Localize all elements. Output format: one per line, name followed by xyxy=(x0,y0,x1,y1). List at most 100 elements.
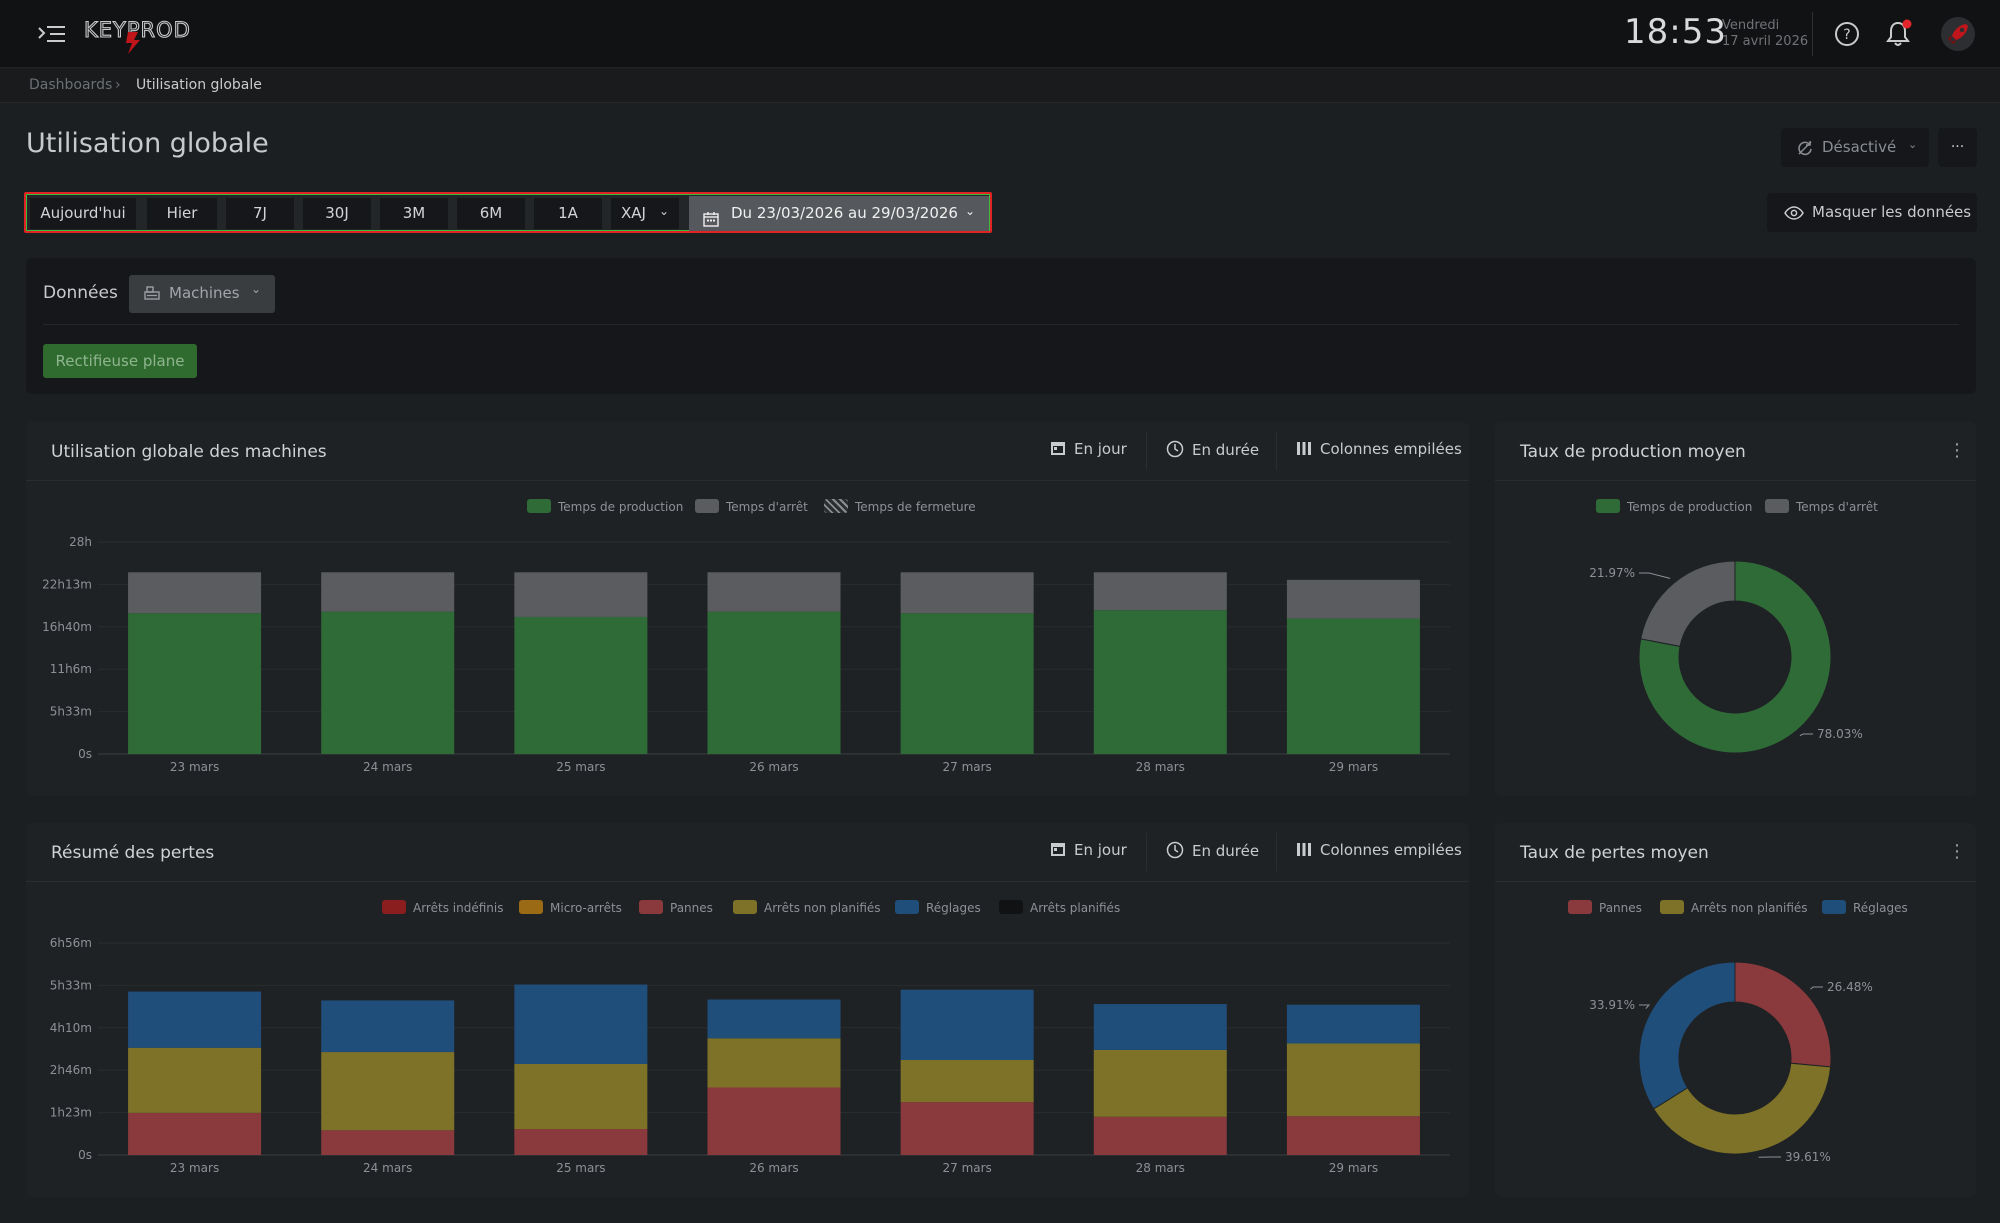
breadcrumb-dashboards[interactable]: Dashboards xyxy=(29,77,113,93)
legend-swatch xyxy=(895,900,919,914)
utilisation-card-title: Utilisation globale des machines xyxy=(51,442,327,462)
chevron-down-icon: ⌄ xyxy=(1908,138,1918,151)
columns-icon xyxy=(1296,841,1320,859)
breadcrumb: Dashboards › Utilisation globale xyxy=(0,69,2000,103)
per-day-button[interactable]: En jour xyxy=(1050,440,1127,458)
legend-fermeture[interactable]: Temps de fermeture xyxy=(824,499,976,514)
legend-swatch-hatched xyxy=(824,499,848,513)
legend-swatch xyxy=(1568,900,1592,914)
legend-arret[interactable]: Temps d'arrêt xyxy=(1765,499,1878,514)
x-tick-label: 27 mars xyxy=(942,760,991,774)
range-7j-button[interactable]: 7J xyxy=(226,198,294,229)
legend-reglages[interactable]: Réglages xyxy=(1822,900,1908,915)
y-tick-label: 1h23m xyxy=(50,1106,92,1120)
y-tick-label: 16h40m xyxy=(42,620,92,634)
stacked-columns-button[interactable]: Colonnes empilées xyxy=(1296,440,1462,458)
legend-arret[interactable]: Temps d'arrêt xyxy=(695,499,808,514)
duration-button[interactable]: En durée xyxy=(1166,841,1259,860)
svg-text:?: ? xyxy=(1843,27,1850,43)
legend-item[interactable]: Arrêts planifiés xyxy=(999,900,1120,915)
range-30j-button[interactable]: 30J xyxy=(303,198,371,229)
bar-segment xyxy=(900,1059,1034,1103)
data-filter-label: Données xyxy=(43,283,118,303)
per-day-label: En jour xyxy=(1074,440,1127,458)
y-tick-label: 5h33m xyxy=(50,978,92,992)
divider xyxy=(1276,432,1277,470)
legend-item[interactable]: Pannes xyxy=(639,900,713,915)
y-tick-label: 2h46m xyxy=(50,1063,92,1077)
breadcrumb-current: Utilisation globale xyxy=(136,77,262,93)
legend-arrets-non-planifies[interactable]: Arrêts non planifiés xyxy=(1660,900,1808,915)
bar-segment xyxy=(321,611,455,754)
legend-label: Temps d'arrêt xyxy=(726,500,808,514)
y-tick-label: 0s xyxy=(78,747,92,761)
bar-segment xyxy=(707,611,841,754)
chevron-down-icon: ⌄ xyxy=(965,204,976,218)
bell-icon[interactable] xyxy=(1882,18,1914,50)
legend-item[interactable]: Réglages xyxy=(895,900,981,915)
bar-segment xyxy=(900,989,1034,1060)
legend-production[interactable]: Temps de production xyxy=(527,499,683,514)
breadcrumb-separator: › xyxy=(115,77,121,93)
legend-swatch xyxy=(527,499,551,513)
chevron-down-icon: ⌄ xyxy=(251,282,262,296)
legend-item[interactable]: Arrêts indéfinis xyxy=(382,900,503,915)
machine-icon xyxy=(143,285,161,305)
clock-icon xyxy=(1166,841,1192,860)
calendar-icon xyxy=(1050,440,1074,458)
eye-icon xyxy=(1784,205,1804,225)
bar-segment xyxy=(1286,579,1420,619)
bar-segment xyxy=(514,984,648,1064)
legend-pannes[interactable]: Pannes xyxy=(1568,900,1642,915)
range-xaj-dropdown[interactable]: XAJ ⌄ xyxy=(611,198,679,229)
x-tick-label: 28 mars xyxy=(1136,1161,1185,1175)
range-3m-button[interactable]: 3M xyxy=(380,198,448,229)
y-tick-label: 0s xyxy=(78,1148,92,1162)
legend-item[interactable]: Micro-arrêts xyxy=(519,900,622,915)
y-tick-label: 22h13m xyxy=(42,577,92,591)
bar-segment xyxy=(1093,610,1227,754)
refresh-icon xyxy=(1796,139,1814,161)
date-range-picker[interactable]: Du 23/03/2026 au 29/03/2026 ⌄ xyxy=(689,196,989,231)
bar-segment xyxy=(514,616,648,754)
duration-label: En durée xyxy=(1192,441,1260,459)
x-tick-label: 27 mars xyxy=(942,1161,991,1175)
x-tick-label: 29 mars xyxy=(1329,1161,1378,1175)
more-options-button[interactable]: ··· xyxy=(1938,128,1977,167)
keyprod-logo[interactable]: KEYPROD xyxy=(83,16,214,54)
hide-data-button[interactable]: Masquer les données xyxy=(1767,193,1977,232)
divider xyxy=(1276,833,1277,871)
per-day-button[interactable]: En jour xyxy=(1050,841,1127,859)
menu-toggle-icon[interactable] xyxy=(36,20,68,48)
bar-segment xyxy=(1093,1004,1227,1050)
label-leader-line xyxy=(1639,1004,1651,1009)
machine-tag-rectifieuse[interactable]: Rectifieuse plane xyxy=(43,344,197,378)
range-today-button[interactable]: Aujourd'hui xyxy=(30,198,136,229)
refresh-label: Désactivé xyxy=(1822,138,1897,156)
duration-button[interactable]: En durée xyxy=(1166,440,1259,459)
kebab-menu-icon[interactable]: ⋮ xyxy=(1948,440,1966,461)
legend-label: Temps de production xyxy=(1627,500,1753,514)
bar-segment xyxy=(1286,1043,1420,1117)
range-yesterday-button[interactable]: Hier xyxy=(147,198,217,229)
x-tick-label: 28 mars xyxy=(1136,760,1185,774)
rocket-icon[interactable] xyxy=(1940,16,1976,52)
legend-production[interactable]: Temps de production xyxy=(1596,499,1752,514)
x-tick-label: 23 mars xyxy=(170,760,219,774)
legend-label: Arrêts non planifiés xyxy=(764,901,881,915)
legend-label: Pannes xyxy=(1599,901,1642,915)
refresh-dropdown[interactable]: Désactivé ⌄ xyxy=(1781,128,1929,167)
bar-segment xyxy=(707,1087,841,1155)
chevron-down-icon: ⌄ xyxy=(659,204,670,218)
range-6m-button[interactable]: 6M xyxy=(457,198,525,229)
pertes-bar-chart: 0s 1h23m 2h46m 4h10m 5h33m 6h56m 23 mars 24 mar… xyxy=(50,936,1450,1175)
calendar-icon xyxy=(1050,841,1074,859)
donut-label: 39.61% xyxy=(1785,1150,1831,1164)
range-1a-button[interactable]: 1A xyxy=(534,198,602,229)
stacked-columns-button[interactable]: Colonnes empilées xyxy=(1296,841,1462,859)
machines-dropdown[interactable]: Machines ⌄ xyxy=(129,275,275,313)
legend-item[interactable]: Arrêts non planifiés xyxy=(733,900,881,915)
kebab-menu-icon[interactable]: ⋮ xyxy=(1948,841,1966,862)
help-icon[interactable]: ? xyxy=(1831,18,1863,50)
legend-label: Arrêts planifiés xyxy=(1030,901,1121,915)
